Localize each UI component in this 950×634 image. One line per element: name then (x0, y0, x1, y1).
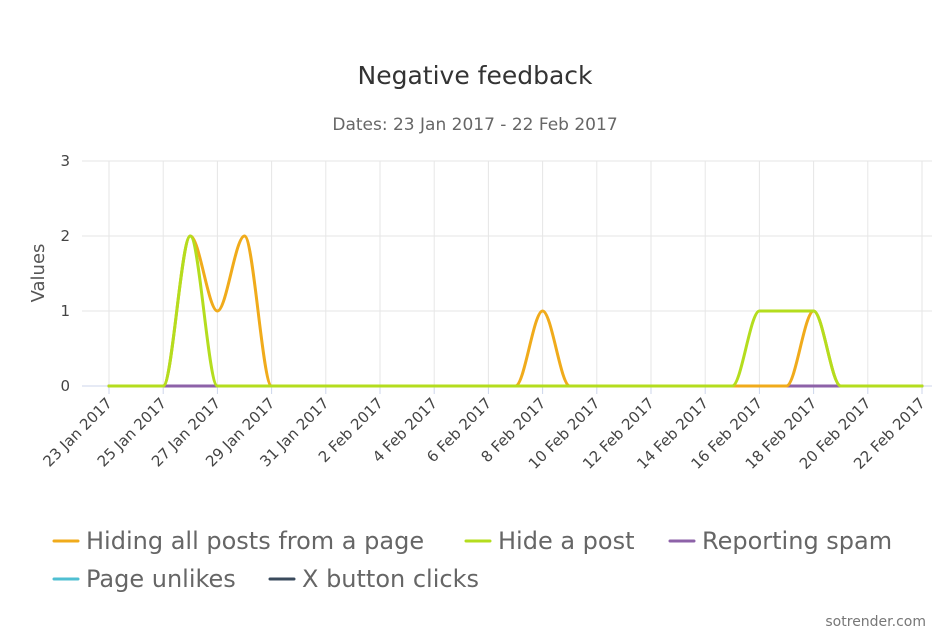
grid (82, 160, 932, 387)
legend-label: Reporting spam (702, 527, 892, 555)
y-tick-label: 0 (60, 377, 70, 395)
legend-item-page-unlikes[interactable]: Page unlikes (52, 565, 236, 593)
y-tick-label: 2 (60, 227, 70, 245)
legend-label: Hide a post (498, 527, 635, 555)
legend-label: X button clicks (302, 565, 479, 593)
chart-subtitle: Dates: 23 Jan 2017 - 22 Feb 2017 (332, 115, 617, 135)
legend-label: Hiding all posts from a page (86, 527, 424, 555)
y-axis-label: Values (28, 244, 49, 303)
legend-item-reporting-spam[interactable]: Reporting spam (668, 527, 892, 555)
series-lines (107, 234, 924, 388)
y-tick-label: 3 (60, 152, 70, 170)
legend-label: Page unlikes (86, 565, 236, 593)
chart-title: Negative feedback (358, 61, 594, 90)
credit-text: sotrender.com (825, 614, 926, 630)
legend-item-hide-a-post[interactable]: Hide a post (464, 527, 635, 555)
y-tick-label: 1 (60, 302, 70, 320)
series-line-hide-a-post (107, 234, 924, 388)
legend-item-hiding-all-posts-from-a-page[interactable]: Hiding all posts from a page (52, 527, 424, 555)
legend[interactable]: Hiding all posts from a page Hide a post R… (52, 527, 892, 593)
legend-item-x-button-clicks[interactable]: X button clicks (268, 565, 479, 593)
y-axis-ticks: 0 1 2 3 (60, 152, 70, 395)
